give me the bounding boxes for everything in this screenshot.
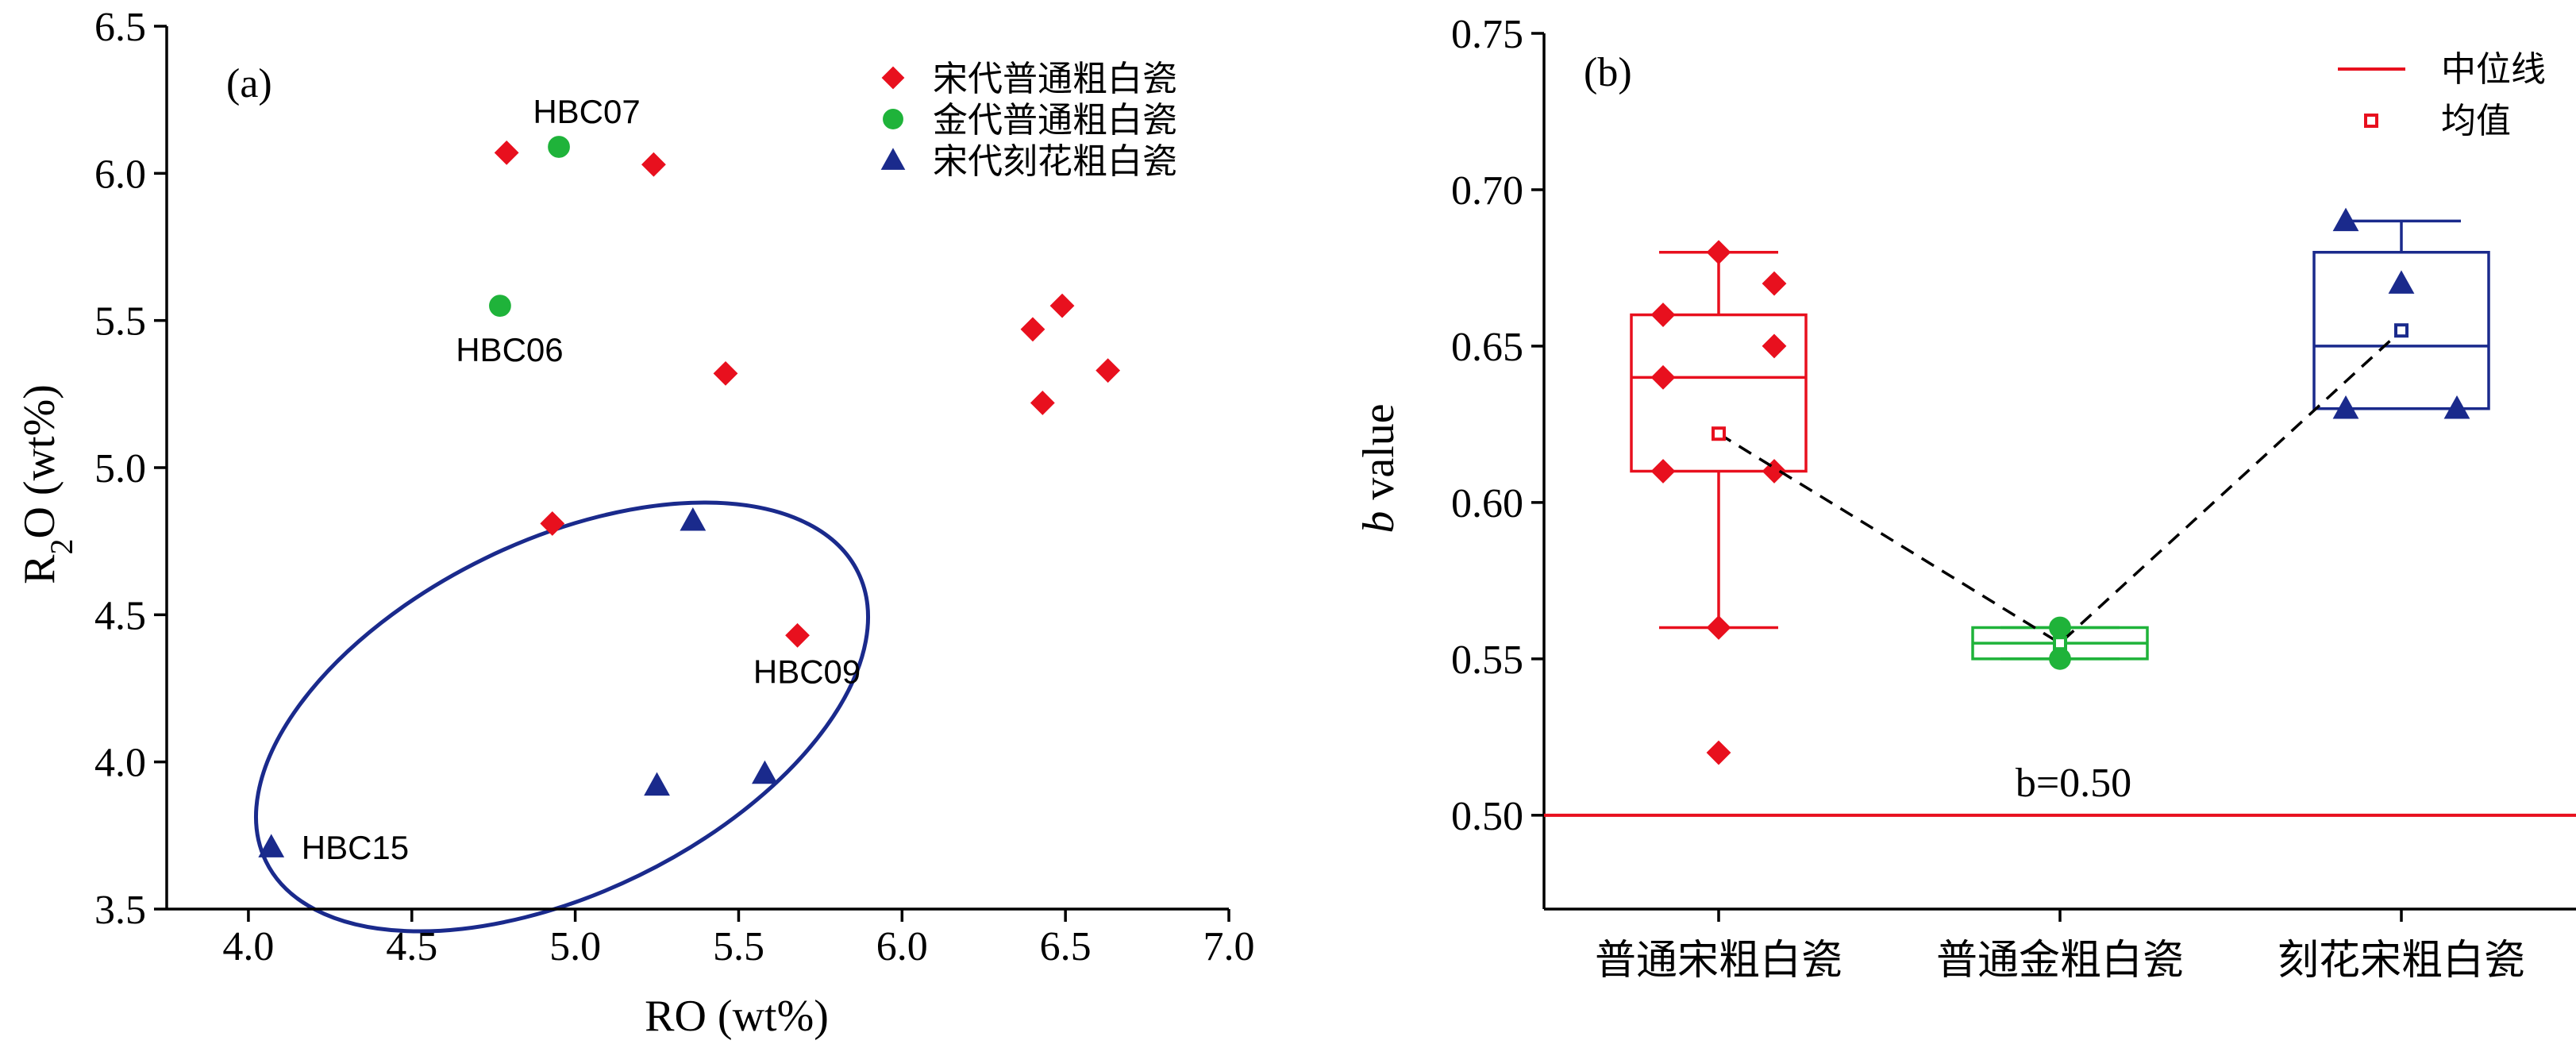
- x-tick-label: 6.0: [876, 924, 928, 969]
- data-point: [1030, 391, 1055, 415]
- data-point: [1049, 293, 1075, 318]
- box-panel: (b) b value 0.50 0.55 0.60 0.65 0.70 0.75 普通宋粗…: [1354, 12, 2576, 984]
- data-point: [258, 834, 285, 857]
- x-tick-label: 4.5: [386, 924, 437, 969]
- data-point: [1095, 358, 1121, 383]
- legend-label: 金代普通粗白瓷: [933, 100, 1177, 141]
- data-point: [785, 622, 810, 648]
- data-point: [2332, 395, 2359, 419]
- category-label: 刻花宋粗白瓷: [2278, 937, 2525, 984]
- y-tick-label-b: 0.50: [1451, 794, 1523, 839]
- panel-a-label: (a): [226, 61, 272, 106]
- y-tick-label: 5.0: [94, 446, 146, 491]
- box-group: [2312, 207, 2490, 419]
- data-point: [1020, 317, 1045, 342]
- y-tick-label-b: 0.65: [1451, 325, 1523, 370]
- category-label: 普通金粗白瓷: [1936, 937, 2184, 984]
- data-point: [1650, 459, 1676, 484]
- data-point: [1650, 302, 1676, 327]
- data-point: [644, 772, 670, 796]
- mean-connector: [1718, 329, 2403, 645]
- cluster-ellipse: [254, 500, 870, 934]
- scatter-panel: (a) RO (wt%) R2O (wt%) 3.54.04.55.05.56.…: [15, 5, 1255, 1041]
- data-point: [680, 507, 707, 531]
- data-point: [1706, 740, 1731, 765]
- data-point: [2332, 207, 2359, 232]
- box: [1630, 313, 1808, 473]
- reference-line-label: b=0.50: [2016, 761, 2131, 806]
- legend-label: 宋代刻花粗白瓷: [933, 141, 1177, 182]
- data-point: [2388, 270, 2415, 294]
- y-tick-label-b: 0.75: [1451, 12, 1523, 57]
- box-group: [1630, 240, 1808, 765]
- y-tick-label-b: 0.60: [1451, 481, 1523, 526]
- x-tick-label: 4.0: [222, 924, 274, 969]
- box: [2312, 251, 2490, 410]
- y-axis-title-rest: O (wt%): [15, 384, 64, 538]
- y-tick-label-b: 0.55: [1451, 638, 1523, 683]
- legend-mean-swatch: [2364, 114, 2378, 128]
- y-axis-title-sub: 2: [44, 539, 79, 555]
- y-axis-title-b: b value: [1354, 403, 1404, 533]
- x-tick-label: 5.5: [713, 924, 764, 969]
- data-point: [540, 511, 565, 536]
- y-axis-title-b-rest: value: [1354, 403, 1404, 511]
- data-point: [2443, 395, 2470, 419]
- y-tick-label: 6.5: [94, 5, 146, 50]
- point-label: HBC07: [533, 93, 640, 130]
- mean-marker: [1712, 426, 1726, 441]
- data-point: [1762, 271, 1787, 296]
- data-point: [2049, 647, 2071, 670]
- y-axis-title-b-italic: b: [1354, 511, 1404, 534]
- y-axis-title-main: R: [15, 554, 64, 584]
- panel-b-label: (b): [1584, 50, 1632, 95]
- y-axis-title: R2O (wt%): [15, 384, 79, 584]
- y-tick-label: 6.0: [94, 152, 146, 197]
- data-point: [1706, 240, 1731, 265]
- data-point: [548, 136, 570, 158]
- y-tick-label: 4.5: [94, 593, 146, 638]
- data-point: [1706, 615, 1731, 640]
- y-tick-label-b: 0.70: [1451, 168, 1523, 214]
- data-point: [713, 360, 738, 386]
- legend-median-label: 中位线: [2441, 49, 2546, 90]
- legend-marker: [883, 109, 903, 129]
- data-point: [1650, 364, 1676, 390]
- data-point: [494, 140, 519, 165]
- mean-marker: [2394, 323, 2409, 338]
- data-point: [641, 152, 666, 177]
- point-label: HBC06: [456, 331, 563, 368]
- x-tick-label: 7.0: [1203, 924, 1255, 969]
- x-axis-title: RO (wt%): [645, 992, 829, 1041]
- legend-mean-label: 均值: [2441, 101, 2511, 141]
- x-tick-label: 6.5: [1040, 924, 1092, 969]
- data-point: [489, 295, 511, 318]
- data-point: [1762, 333, 1787, 359]
- data-point: [751, 760, 778, 784]
- legend-marker: [880, 148, 906, 170]
- y-tick-label: 5.5: [94, 299, 146, 345]
- legend-marker: [881, 66, 905, 90]
- legend-label: 宋代普通粗白瓷: [933, 59, 1177, 99]
- point-label: HBC15: [302, 829, 409, 866]
- category-label: 普通宋粗白瓷: [1595, 937, 1842, 984]
- x-tick-label: 5.0: [549, 924, 601, 969]
- data-point: [2049, 616, 2071, 639]
- y-tick-label: 4.0: [94, 741, 146, 786]
- point-label: HBC09: [753, 653, 861, 690]
- y-tick-label: 3.5: [94, 888, 146, 933]
- mean-marker: [2053, 636, 2067, 651]
